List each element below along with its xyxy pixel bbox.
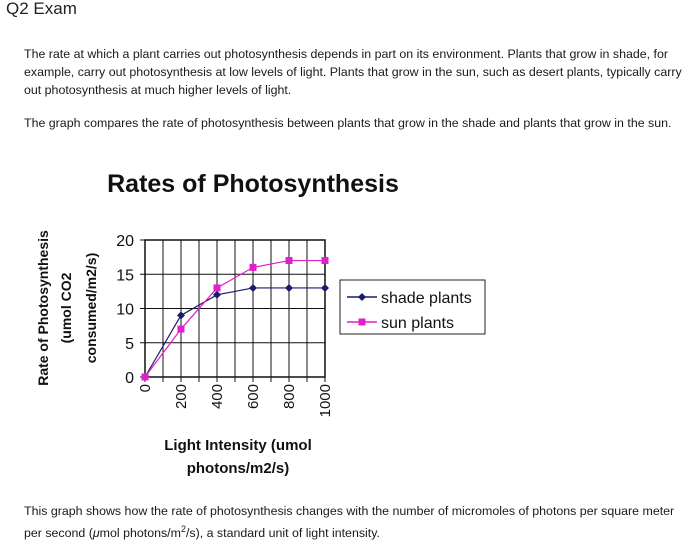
y-tick-label: 20 (116, 233, 134, 250)
y-axis-label-line-3: consumed/m2/s) (83, 253, 99, 363)
page-title: Q2 Exam (6, 0, 77, 18)
x-axis-label: Light Intensity (umol photons/m2/s) (164, 437, 312, 477)
y-tick-label: 5 (125, 336, 134, 353)
unit-mu: μ (92, 526, 100, 541)
data-point-shade (321, 283, 329, 292)
chart-series (141, 257, 329, 381)
series-line-sun (144, 259, 325, 378)
chart-title: Rates of Photosynthesis (107, 170, 399, 198)
photosynthesis-chart: Rates of Photosynthesis Rate of Photosyn… (0, 160, 700, 490)
x-tick-label: 0 (137, 384, 154, 392)
y-axis-label-line-1: Rate of Photosynthesis (35, 230, 51, 386)
x-tick-label: 1000 (317, 384, 334, 417)
footer-paragraph: This graph shows how the rate of photosy… (24, 502, 694, 542)
intro-paragraph-1: The rate at which a plant carries out ph… (24, 47, 682, 97)
unit-sup: 2 (180, 524, 186, 534)
x-axis-label-line-1: Light Intensity (umol (164, 437, 312, 454)
data-point-shade (285, 283, 293, 292)
data-point-sun (141, 373, 149, 381)
legend-marker-sun (358, 318, 366, 326)
x-tick-label: 800 (281, 384, 298, 409)
unit-main: mol photons/m (99, 526, 181, 541)
x-tick-label: 400 (209, 384, 226, 409)
x-tick-label: 200 (173, 384, 190, 409)
chart-svg: Rates of Photosynthesis Rate of Photosyn… (35, 170, 486, 477)
data-point-sun (213, 284, 221, 292)
y-axis-label-line-2: (umol CO2 (58, 272, 74, 343)
legend-label: shade plants (381, 290, 472, 307)
data-point-sun (321, 257, 329, 265)
x-tick-label: 600 (245, 384, 262, 409)
x-tick-labels: 0 200 400 600 800 1000 (137, 377, 334, 417)
data-point-shade (177, 311, 185, 320)
data-point-sun (249, 263, 257, 271)
footer-text-after: , a standard unit of light intensity. (199, 526, 380, 541)
y-tick-label: 15 (116, 267, 134, 284)
data-point-shade (249, 283, 257, 292)
legend-label: sun plants (381, 315, 454, 332)
data-point-sun (285, 257, 293, 265)
y-tick-label: 0 (125, 370, 134, 387)
y-tick-label: 10 (116, 302, 134, 319)
x-axis-label-line-2: photons/m2/s) (187, 460, 290, 477)
footer-text-before: This graph shows how the rate of photosy… (24, 504, 675, 541)
data-point-shade (213, 290, 221, 299)
y-axis-label: Rate of Photosynthesis (umol CO2 consume… (35, 230, 99, 386)
chart-legend: shade plants sun plants (339, 279, 486, 335)
y-tick-labels: 0 5 10 15 20 (116, 233, 145, 387)
intro-paragraph-2: The graph compares the rate of photosynt… (24, 116, 672, 130)
data-point-sun (177, 325, 185, 333)
unit-end: /s) (185, 526, 200, 541)
series-line-shade (144, 287, 325, 378)
legend-marker-shade (358, 293, 366, 301)
chart-grid (144, 239, 326, 378)
